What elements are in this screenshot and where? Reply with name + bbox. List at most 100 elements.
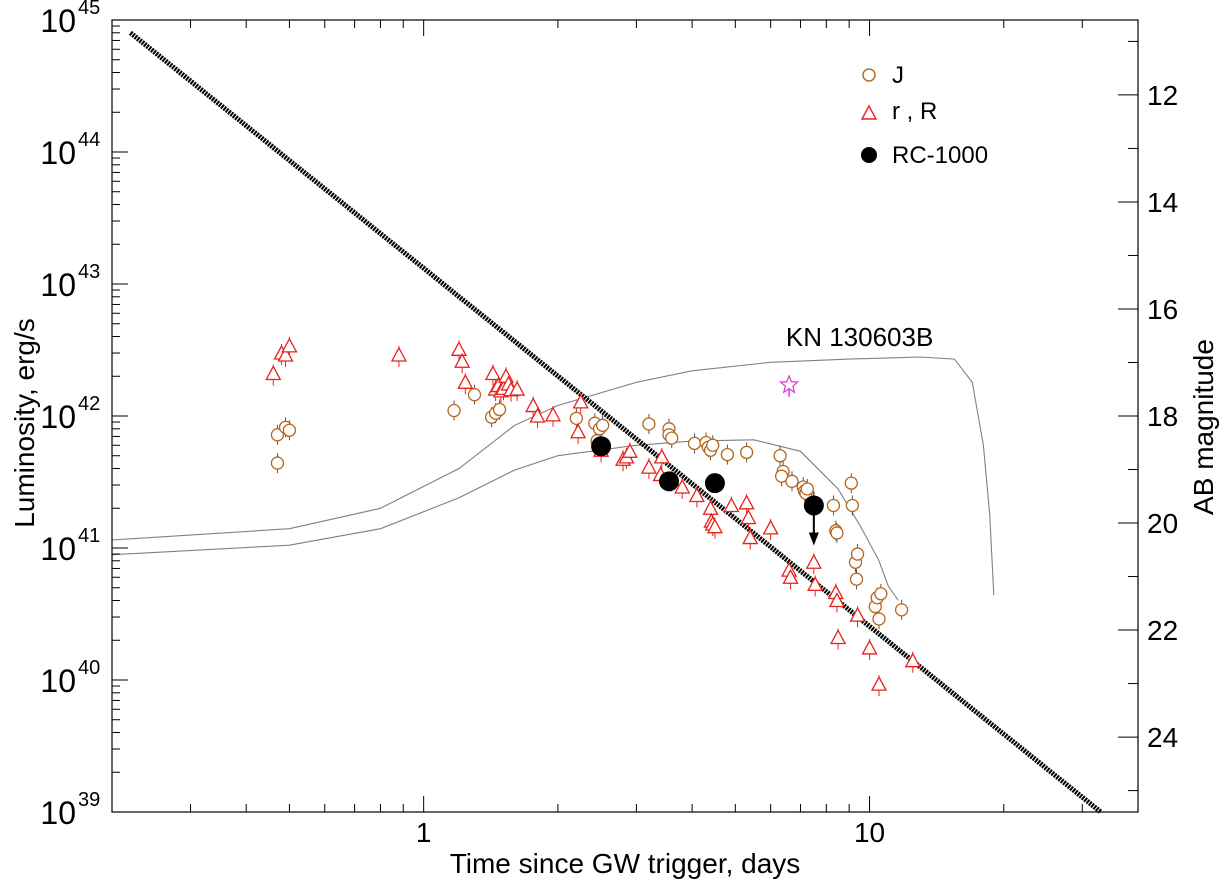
y-tick-exponent: 43 [78,261,100,283]
y2-tick-label: 20 [1147,508,1178,539]
r-point [572,393,589,409]
r-point [807,576,824,592]
r-point [454,352,471,368]
data-points [265,337,921,691]
j-point [785,474,799,488]
y-tick-label: 10 [40,399,76,435]
y-tick-label: 10 [40,663,76,699]
j-point [569,411,583,425]
power-law-line [128,30,1103,814]
r-point [570,423,587,439]
y-tick-exponent: 41 [78,525,100,547]
j-point [447,403,461,418]
r-point [529,407,546,423]
kilonova-annotation: KN 130603B [786,322,933,352]
legend-marker-j [862,68,876,82]
r-point [849,606,866,622]
r-point [805,553,822,569]
r-point [390,346,407,362]
r-point [265,365,282,381]
y-axis-title: Luminosity, erg/s [9,318,40,528]
upper-limit-arrowhead [808,532,819,546]
y-tick-label: 10 [40,531,76,567]
legend-label-j: J [892,62,904,89]
x-axis-title: Time since GW trigger, days [450,848,801,879]
star-point [778,374,800,394]
legend-label-rc1000: RC-1000 [892,142,988,169]
j-point [849,572,864,586]
rc1000-point [659,471,680,492]
r-point [870,675,888,691]
legend-marker-r [860,104,878,120]
r-point [544,406,562,422]
y-tick-exponent: 45 [78,0,100,19]
r-point [861,639,878,655]
r-point [740,509,757,525]
model-curve-0 [111,356,995,596]
y2-tick-label: 24 [1147,722,1178,753]
r-point [762,519,779,535]
j-point [492,402,507,417]
r-point [281,337,298,353]
y2-tick-label: 16 [1147,294,1178,325]
rc1000-point [803,495,824,516]
r-point [738,494,755,510]
axis-ticks [111,20,1139,813]
r-point [829,629,847,645]
r-point [706,518,724,534]
y2-tick-label: 12 [1147,80,1178,111]
r-point [782,568,799,584]
r-point [450,340,468,356]
r-point [688,487,705,503]
y-tick-exponent: 40 [78,657,100,679]
j-point [774,469,789,483]
rc1000-point [591,436,612,457]
j-point [826,498,841,513]
legend-marker-rc1000 [861,147,877,163]
rc1000-point [704,473,725,494]
y2-tick-label: 22 [1147,615,1178,646]
j-point [773,449,787,463]
r-point [277,346,294,362]
r-point [653,448,670,464]
y-tick-label: 10 [40,795,76,831]
x-tick-label: 10 [854,817,885,848]
j-point [706,438,720,452]
r-point [525,397,542,413]
y-tick-label: 10 [40,135,76,171]
j-point [844,476,858,490]
r-point [457,373,474,389]
r-point [904,652,921,668]
y2-tick-label: 18 [1147,401,1178,432]
y-tick-label: 10 [40,267,76,303]
j-point [720,447,735,462]
j-point [894,603,909,617]
y-tick-exponent: 39 [78,789,100,811]
j-point [845,498,859,513]
y-tick-exponent: 42 [78,393,100,415]
r-point [742,529,759,545]
y-tick-label: 10 [40,3,76,39]
j-point [800,482,814,496]
r-point [508,380,526,396]
y-tick-exponent: 44 [78,129,100,151]
r-point [484,365,502,381]
j-point [642,417,656,431]
legend-label-r: r , R [892,98,937,125]
j-point [872,612,886,626]
j-point [739,445,754,460]
r-point [723,497,740,513]
r-point [702,499,719,515]
y2-tick-label: 14 [1147,187,1178,218]
j-point [687,436,702,451]
j-point [874,587,888,601]
y2-axis-title: AB magnitude [1188,339,1219,515]
r-point [674,478,691,494]
power-law-fit [128,30,1103,814]
j-point [467,388,482,402]
legend: J r , R RC-1000 [860,62,988,169]
x-tick-label: 1 [416,817,432,848]
